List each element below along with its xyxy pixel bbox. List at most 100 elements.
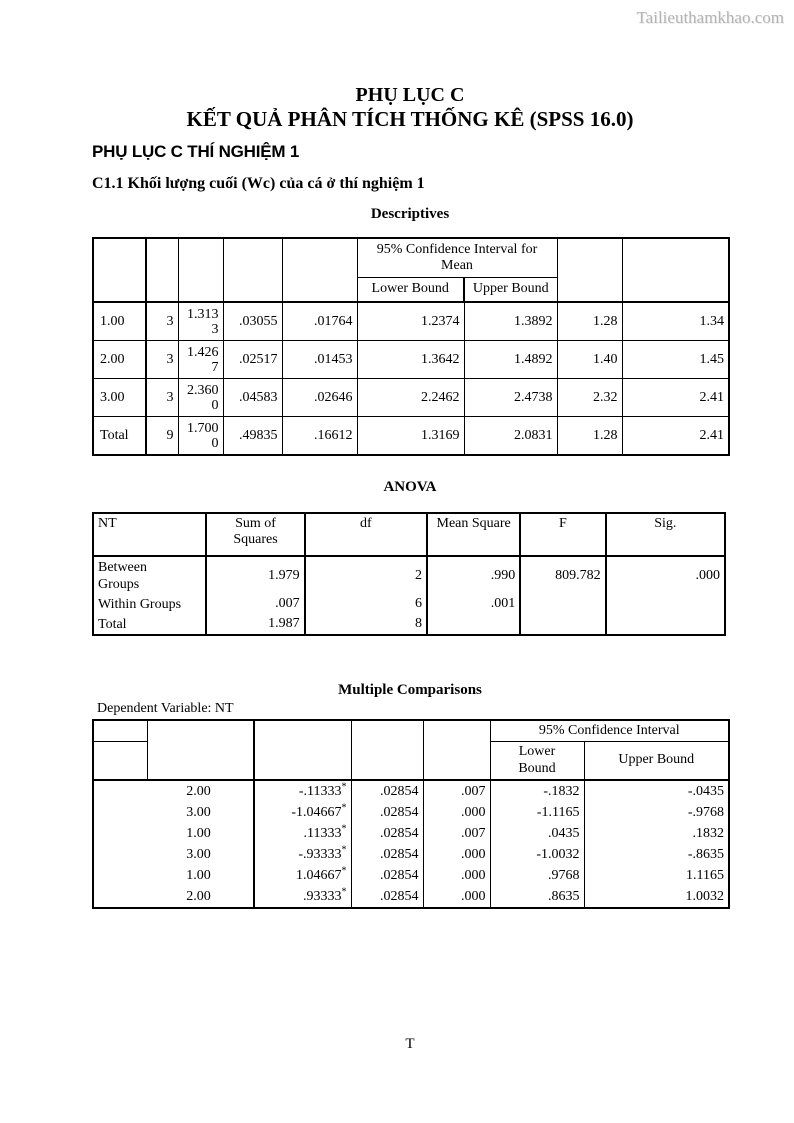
table-row: 2.00 3 1.426 7.02517.01453 1.3642 1.4892 1.40…	[92, 340, 730, 379]
subsection-heading: C1.1 Khối lượng cuối (Wc) của cá ở thí n…	[92, 175, 425, 192]
multiple-comparisons-title: Multiple Comparisons	[338, 682, 482, 698]
table-cell: 2.2462	[356, 378, 465, 417]
table-cell: .01764	[281, 301, 358, 341]
table-cell: 2.00	[92, 780, 255, 802]
table-cell: Between Groups	[91, 556, 208, 594]
table-cell: -.9768	[583, 802, 730, 823]
table-cell: .9768	[489, 865, 585, 886]
table-row: Within Groups .007 6.001	[91, 594, 727, 614]
empty-header-cell	[222, 237, 283, 303]
table-cell	[519, 614, 607, 635]
table-cell: .007	[422, 780, 491, 802]
table-row: 3.00 3 2.360 0.04583.02646 2.2462 2.4738 2.32…	[92, 378, 730, 417]
table-cell: 1.313 3	[177, 301, 224, 341]
table-cell: 1.28	[556, 301, 623, 341]
table-cell: 1.426 7	[177, 340, 224, 379]
table-cell: -.8635	[583, 844, 730, 865]
empty-header-cell	[92, 719, 148, 742]
table-cell: .000	[422, 844, 491, 865]
empty-header-cell	[422, 719, 491, 781]
table-cell: .02646	[281, 378, 358, 417]
page-title: PHỤ LỤC C	[355, 84, 465, 106]
anova-table: NT Sum of Squares df Mean Square F Sig. …	[91, 512, 727, 636]
table-cell: -.1832	[489, 780, 585, 802]
table-cell: 1.700 0	[177, 416, 224, 456]
table-cell: -.93333*	[253, 844, 352, 865]
table-cell: .02854	[350, 780, 424, 802]
table-cell	[604, 594, 727, 614]
table-row: Total 1.987 8	[91, 614, 727, 635]
table-row: 1.00 3 1.313 3.03055.01764 1.2374 1.3892 1.28…	[92, 301, 730, 341]
table-cell: .1832	[583, 823, 730, 844]
anova-col-mean-square: Mean Square	[426, 512, 522, 557]
table-cell: 1.40	[556, 340, 623, 379]
table-row: 1.00 1.04667* .02854.000.9768 1.1165	[92, 865, 730, 886]
anova-col-df: df	[303, 512, 429, 557]
table-cell: .001	[426, 594, 522, 614]
table-cell: -.0435	[583, 780, 730, 802]
table-row: 95% Confidence Interval	[92, 719, 730, 781]
table-cell: 1.1165	[583, 865, 730, 886]
table-cell	[426, 614, 522, 635]
table-row: 1.00.11333* .02854.007.0435.1832	[92, 823, 730, 844]
table-cell: .01453	[281, 340, 358, 379]
table-cell: 1.45	[621, 340, 730, 379]
table-cell: 3.00	[92, 844, 255, 865]
table-cell	[604, 614, 727, 635]
site-watermark: Tailieuthamkhao.com	[636, 8, 784, 27]
table-cell: 1.00	[92, 823, 255, 844]
table-row: 3.00 -1.04667* .02854.000 -1.1165 -.9768	[92, 802, 730, 823]
lower-bound-header: Lower Bound	[489, 740, 585, 781]
descriptives-title: Descriptives	[370, 206, 450, 222]
empty-header-cell	[145, 237, 179, 303]
table-cell: 2.0831	[463, 416, 558, 456]
table-cell: 1.987	[205, 614, 306, 635]
table-cell: 1.00	[92, 865, 255, 886]
table-cell: .16612	[281, 416, 358, 456]
table-cell: .03055	[222, 301, 283, 341]
table-cell: 1.3892	[463, 301, 558, 341]
table-cell: 3	[145, 301, 179, 341]
anova-header: NT Sum of Squares df Mean Square F Sig.	[91, 512, 727, 557]
table-cell: 1.3642	[356, 340, 465, 379]
descriptives-header: 95% Confidence Interval for Mean Lower B…	[92, 237, 730, 303]
empty-header-cell	[146, 719, 255, 781]
multiple-comparisons-table: 95% Confidence Interval Lower Bound Uppe…	[92, 719, 731, 909]
table-cell	[519, 594, 607, 614]
significance-star: *	[341, 823, 347, 834]
anova-col-f: F	[519, 512, 607, 557]
table-cell: Within Groups	[91, 594, 208, 614]
table-cell: .007	[205, 594, 306, 614]
table-row: 95% Confidence Interval for Mean	[92, 237, 730, 303]
table-row: Total 9 1.700 0.49835.16612 1.3169 2.0831 1.2…	[92, 416, 730, 456]
table-cell: .02854	[350, 886, 424, 908]
table-cell: .000	[422, 865, 491, 886]
empty-header-cell	[556, 237, 623, 303]
ci-header: 95% Confidence Interval	[489, 719, 730, 742]
table-cell: .0435	[489, 823, 585, 844]
table-cell: 3.00	[92, 802, 255, 823]
multiple-comparisons-header: 95% Confidence Interval Lower Bound Uppe…	[92, 719, 730, 781]
table-row: Lower Bound Upper Bound	[93, 276, 729, 303]
descriptives-body: 1.00 3 1.313 3.03055.01764 1.2374 1.3892 1.28…	[92, 301, 730, 456]
table-cell: 1.04667*	[253, 865, 352, 886]
table-cell: 2.32	[556, 378, 623, 417]
table-cell: 2.00	[92, 886, 255, 908]
table-cell: 2.00	[92, 340, 147, 379]
page-subtitle: KẾT QUẢ PHÂN TÍCH THỐNG KÊ (SPSS 16.0)	[186, 107, 634, 131]
table-cell: 1.0032	[583, 886, 730, 908]
table-cell: .11333*	[253, 823, 352, 844]
table-cell: .49835	[222, 416, 283, 456]
upper-bound-header: Upper Bound	[463, 276, 558, 303]
table-cell: .02854	[350, 802, 424, 823]
anova-col-sum-of-squares: Sum of Squares	[205, 512, 306, 557]
table-cell: 6	[303, 594, 429, 614]
table-cell: .02854	[350, 865, 424, 886]
anova-col-nt: NT	[91, 512, 208, 557]
empty-header-cell	[621, 237, 730, 303]
multiple-comparisons-body: 2.00 -.11333* .02854.007 -.1832 -.0435 3.00 -1…	[92, 780, 730, 908]
anova-col-sig: Sig.	[604, 512, 727, 557]
table-cell: 1.00	[92, 301, 147, 341]
table-cell: 1.28	[556, 416, 623, 456]
table-row: Between Groups 1.979 2.990 809.782.000	[91, 556, 727, 594]
